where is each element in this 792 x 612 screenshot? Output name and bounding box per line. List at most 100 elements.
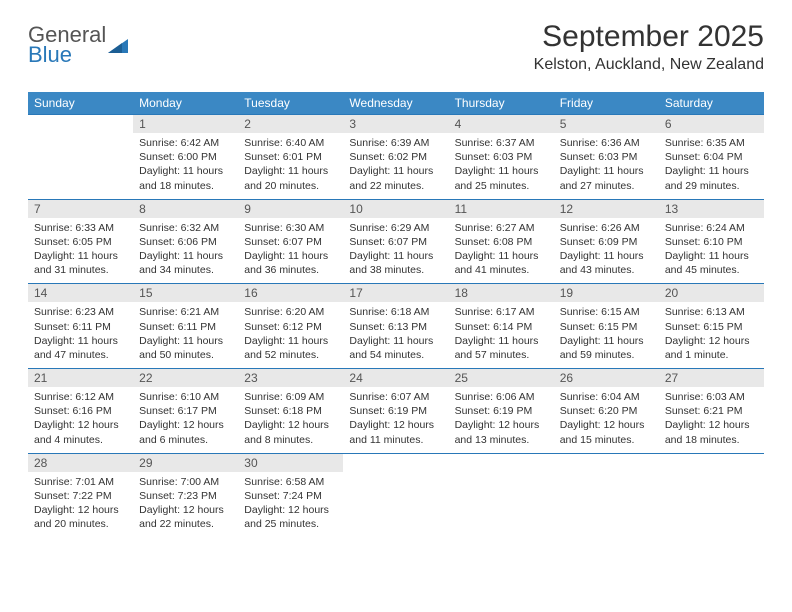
cell-body: Sunrise: 6:30 AMSunset: 6:07 PMDaylight:… — [238, 218, 343, 284]
day-number: 2 — [238, 114, 343, 133]
sunrise-text: Sunrise: 6:26 AM — [560, 221, 653, 235]
day-number: 4 — [449, 114, 554, 133]
sunset-text: Sunset: 6:00 PM — [139, 150, 232, 164]
daylight-text: Daylight: 11 hours and 50 minutes. — [139, 334, 232, 362]
sunset-text: Sunset: 6:08 PM — [455, 235, 548, 249]
day-number: 21 — [28, 368, 133, 387]
calendar-week-row: 1Sunrise: 6:42 AMSunset: 6:00 PMDaylight… — [28, 114, 764, 199]
calendar-cell — [554, 453, 659, 538]
daylight-text: Daylight: 11 hours and 36 minutes. — [244, 249, 337, 277]
sunrise-text: Sunrise: 6:06 AM — [455, 390, 548, 404]
sunrise-text: Sunrise: 6:20 AM — [244, 305, 337, 319]
sunrise-text: Sunrise: 6:12 AM — [34, 390, 127, 404]
cell-body: Sunrise: 6:42 AMSunset: 6:00 PMDaylight:… — [133, 133, 238, 199]
calendar-cell: 1Sunrise: 6:42 AMSunset: 6:00 PMDaylight… — [133, 114, 238, 199]
day-header: Tuesday — [238, 92, 343, 114]
daylight-text: Daylight: 11 hours and 34 minutes. — [139, 249, 232, 277]
cell-body: Sunrise: 6:26 AMSunset: 6:09 PMDaylight:… — [554, 218, 659, 284]
day-number: 6 — [659, 114, 764, 133]
day-number: 3 — [343, 114, 448, 133]
cell-body: Sunrise: 6:24 AMSunset: 6:10 PMDaylight:… — [659, 218, 764, 284]
daylight-text: Daylight: 11 hours and 57 minutes. — [455, 334, 548, 362]
day-header: Monday — [133, 92, 238, 114]
daylight-text: Daylight: 11 hours and 27 minutes. — [560, 164, 653, 192]
sunrise-text: Sunrise: 6:27 AM — [455, 221, 548, 235]
calendar-header-row: SundayMondayTuesdayWednesdayThursdayFrid… — [28, 92, 764, 114]
daylight-text: Daylight: 11 hours and 43 minutes. — [560, 249, 653, 277]
calendar-cell: 6 Sunrise: 6:35 AMSunset: 6:04 PMDaylight… — [659, 114, 764, 199]
calendar-cell — [28, 114, 133, 199]
cell-body: Sunrise: 6:10 AMSunset: 6:17 PMDaylight:… — [133, 387, 238, 453]
sunset-text: Sunset: 6:17 PM — [139, 404, 232, 418]
daylight-text: Daylight: 12 hours and 11 minutes. — [349, 418, 442, 446]
sunrise-text: Sunrise: 6:37 AM — [455, 136, 548, 150]
day-number: 16 — [238, 283, 343, 302]
daylight-text: Daylight: 11 hours and 38 minutes. — [349, 249, 442, 277]
brand-name: General Blue — [28, 24, 106, 66]
sunrise-text: Sunrise: 6:40 AM — [244, 136, 337, 150]
day-number: 19 — [554, 283, 659, 302]
sunrise-text: Sunrise: 6:42 AM — [139, 136, 232, 150]
calendar-cell: 23Sunrise: 6:09 AMSunset: 6:18 PMDayligh… — [238, 368, 343, 453]
title-block: September 2025 Kelston, Auckland, New Ze… — [534, 20, 764, 74]
sunrise-text: Sunrise: 6:13 AM — [665, 305, 758, 319]
calendar-cell — [343, 453, 448, 538]
daylight-text: Daylight: 11 hours and 45 minutes. — [665, 249, 758, 277]
sunrise-text: Sunrise: 6:29 AM — [349, 221, 442, 235]
brand-logo: General Blue — [28, 24, 130, 66]
day-number-empty — [554, 453, 659, 471]
calendar-cell: 3Sunrise: 6:39 AMSunset: 6:02 PMDaylight… — [343, 114, 448, 199]
sunrise-text: Sunrise: 6:36 AM — [560, 136, 653, 150]
calendar-cell: 24Sunrise: 6:07 AMSunset: 6:19 PMDayligh… — [343, 368, 448, 453]
calendar-cell: 15Sunrise: 6:21 AMSunset: 6:11 PMDayligh… — [133, 283, 238, 368]
sunrise-text: Sunrise: 6:10 AM — [139, 390, 232, 404]
cell-body: Sunrise: 6:07 AMSunset: 6:19 PMDaylight:… — [343, 387, 448, 453]
calendar-cell: 28Sunrise: 7:01 AMSunset: 7:22 PMDayligh… — [28, 453, 133, 538]
day-number-empty — [28, 114, 133, 132]
daylight-text: Daylight: 11 hours and 20 minutes. — [244, 164, 337, 192]
brand-triangle-icon — [108, 37, 130, 55]
day-number-empty — [659, 453, 764, 471]
day-number: 9 — [238, 199, 343, 218]
sunrise-text: Sunrise: 6:15 AM — [560, 305, 653, 319]
sunset-text: Sunset: 6:13 PM — [349, 320, 442, 334]
sunset-text: Sunset: 7:22 PM — [34, 489, 127, 503]
day-header: Friday — [554, 92, 659, 114]
calendar-cell: 25Sunrise: 6:06 AMSunset: 6:19 PMDayligh… — [449, 368, 554, 453]
cell-body: Sunrise: 7:00 AMSunset: 7:23 PMDaylight:… — [133, 472, 238, 538]
day-number-empty — [449, 453, 554, 471]
daylight-text: Daylight: 12 hours and 20 minutes. — [34, 503, 127, 531]
sunrise-text: Sunrise: 7:00 AM — [139, 475, 232, 489]
cell-body: Sunrise: 6:13 AMSunset: 6:15 PMDaylight:… — [659, 302, 764, 368]
sunset-text: Sunset: 6:04 PM — [665, 150, 758, 164]
daylight-text: Daylight: 12 hours and 15 minutes. — [560, 418, 653, 446]
sunset-text: Sunset: 6:20 PM — [560, 404, 653, 418]
cell-body: Sunrise: 6:37 AMSunset: 6:03 PMDaylight:… — [449, 133, 554, 199]
daylight-text: Daylight: 11 hours and 29 minutes. — [665, 164, 758, 192]
cell-body: Sunrise: 6:06 AMSunset: 6:19 PMDaylight:… — [449, 387, 554, 453]
daylight-text: Daylight: 12 hours and 25 minutes. — [244, 503, 337, 531]
cell-body: Sunrise: 6:27 AMSunset: 6:08 PMDaylight:… — [449, 218, 554, 284]
day-number: 17 — [343, 283, 448, 302]
sunrise-text: Sunrise: 6:35 AM — [665, 136, 758, 150]
sunrise-text: Sunrise: 6:21 AM — [139, 305, 232, 319]
cell-body: Sunrise: 6:32 AMSunset: 6:06 PMDaylight:… — [133, 218, 238, 284]
sunset-text: Sunset: 6:16 PM — [34, 404, 127, 418]
calendar-week-row: 7Sunrise: 6:33 AMSunset: 6:05 PMDaylight… — [28, 199, 764, 284]
day-header: Wednesday — [343, 92, 448, 114]
sunset-text: Sunset: 6:06 PM — [139, 235, 232, 249]
sunrise-text: Sunrise: 6:03 AM — [665, 390, 758, 404]
calendar-cell: 30Sunrise: 6:58 AMSunset: 7:24 PMDayligh… — [238, 453, 343, 538]
calendar-cell — [449, 453, 554, 538]
sunset-text: Sunset: 6:15 PM — [560, 320, 653, 334]
calendar-cell: 20Sunrise: 6:13 AMSunset: 6:15 PMDayligh… — [659, 283, 764, 368]
day-number-empty — [343, 453, 448, 471]
daylight-text: Daylight: 12 hours and 6 minutes. — [139, 418, 232, 446]
cell-body: Sunrise: 6:39 AMSunset: 6:02 PMDaylight:… — [343, 133, 448, 199]
sunrise-text: Sunrise: 6:17 AM — [455, 305, 548, 319]
brand-name-bottom: Blue — [28, 44, 106, 66]
sunset-text: Sunset: 6:19 PM — [349, 404, 442, 418]
cell-body: Sunrise: 6:12 AMSunset: 6:16 PMDaylight:… — [28, 387, 133, 453]
sunset-text: Sunset: 6:18 PM — [244, 404, 337, 418]
calendar-cell: 10Sunrise: 6:29 AMSunset: 6:07 PMDayligh… — [343, 199, 448, 284]
